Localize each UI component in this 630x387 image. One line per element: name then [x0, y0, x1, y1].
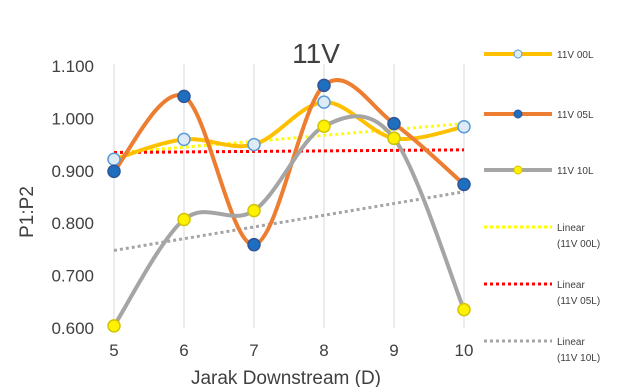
data-point — [247, 203, 261, 218]
data-point — [457, 177, 471, 192]
legend-label: Linear — [557, 337, 585, 348]
x-tick-label: 8 — [319, 341, 328, 360]
data-point — [107, 164, 121, 179]
data-point — [387, 116, 401, 131]
legend-label: (11V 00L) — [557, 239, 600, 250]
data-point — [317, 119, 331, 134]
legend-marker — [513, 109, 523, 119]
x-tick-label: 5 — [109, 341, 118, 360]
data-series — [107, 78, 471, 333]
legend-label: Linear — [557, 223, 585, 234]
trendline — [113, 122, 465, 155]
data-point — [177, 212, 191, 227]
legend-label: (11V 05L) — [557, 296, 600, 307]
legend: 11V 00L 11V 05L 11V 10L Linear (11V 00L) Line… — [484, 49, 600, 364]
series-line — [112, 114, 466, 328]
legend-label: 11V 10L — [557, 166, 594, 177]
data-point — [177, 132, 191, 147]
trendline — [113, 148, 465, 154]
y-axis-title: P1:P2 — [17, 186, 38, 238]
chart-title: 11V — [292, 38, 340, 69]
legend-label: 11V 00L — [557, 50, 594, 61]
y-tick-label: 0.600 — [51, 319, 94, 338]
data-point — [317, 78, 331, 93]
data-point — [247, 137, 261, 152]
data-point — [387, 131, 401, 146]
data-point — [317, 95, 331, 109]
y-tick-label: 0.800 — [51, 214, 94, 233]
y-tick-label: 1.100 — [51, 57, 94, 76]
data-point — [457, 302, 471, 317]
data-point — [177, 89, 191, 104]
legend-marker — [513, 49, 523, 59]
x-tick-label: 10 — [455, 341, 474, 360]
x-tick-label: 7 — [249, 341, 258, 360]
legend-marker — [513, 165, 523, 175]
y-tick-label: 0.700 — [51, 267, 94, 286]
axis-ticks: 5 6 7 8 9 10 0.600 0.700 0.800 0.900 1.000 1.100 — [51, 57, 473, 360]
data-point — [457, 120, 471, 134]
legend-label: Linear — [557, 280, 585, 291]
x-tick-label: 6 — [179, 341, 188, 360]
y-tick-label: 1.000 — [51, 109, 94, 128]
y-tick-label: 0.900 — [51, 162, 94, 181]
trendline — [113, 190, 465, 252]
data-point — [107, 152, 121, 167]
legend-label: (11V 10L) — [557, 353, 600, 364]
legend-label: 11V 05L — [557, 110, 594, 121]
x-axis-title: Jarak Downstream (D) — [191, 368, 381, 387]
data-point — [247, 237, 261, 252]
data-point — [107, 319, 121, 333]
trendlines — [113, 122, 465, 252]
x-tick-label: 9 — [389, 341, 398, 360]
